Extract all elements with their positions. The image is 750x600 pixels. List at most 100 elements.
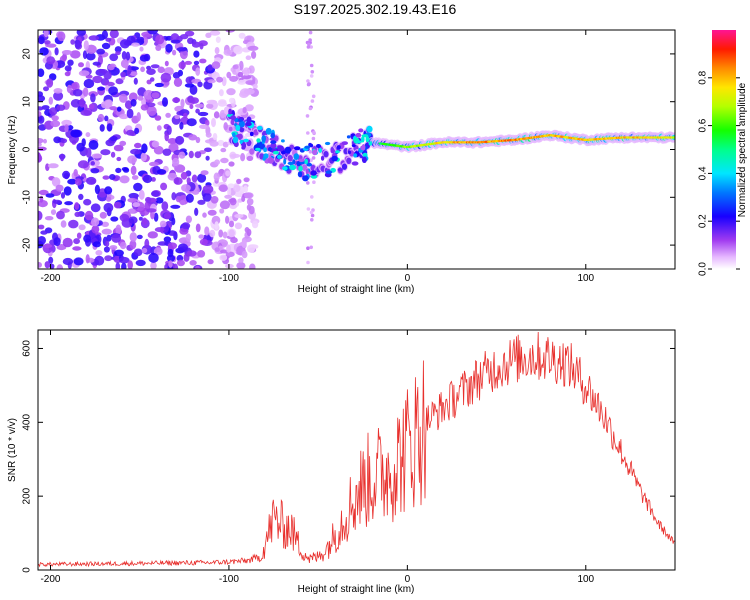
ridge-cell [297,171,303,178]
noise-cell [64,124,69,133]
spectrogram-xlabel: Height of straight line (km) [298,284,415,295]
noise-cell [119,140,127,147]
noise-cell [97,86,106,91]
noise-cell [309,245,314,250]
noise-cell [151,177,156,182]
noise-cell [103,246,110,253]
noise-cell [225,170,231,177]
noise-cell [245,80,256,86]
noise-cell [197,81,203,88]
noise-cell [180,171,188,180]
ridge-cell [368,141,373,146]
noise-cell [109,53,119,62]
noise-cell [193,50,200,58]
noise-cell [243,185,249,193]
ridge-cell [255,147,261,151]
noise-cell [171,217,176,226]
ridge-cell [316,144,321,148]
noise-cell [194,151,202,159]
noise-cell [162,148,172,156]
noise-cell [193,60,200,65]
ridge-cell [358,128,364,133]
noise-cell [172,72,181,79]
noise-cell [104,186,113,195]
noise-cell [166,254,176,262]
noise-cell [176,111,185,116]
colorbar-label: Normalized spectral amplitude [737,82,748,217]
ridge-cell [262,157,266,161]
noise-cell [92,75,103,84]
noise-cell [230,237,238,244]
noise-cell [70,99,81,108]
noise-cell [46,43,57,48]
noise-cell [105,196,112,202]
noise-cell [153,145,164,155]
noise-cell [173,77,183,87]
snr-series-line [38,331,675,568]
noise-cell [106,234,112,242]
noise-cell [247,45,259,51]
noise-cell [195,108,200,114]
noise-cell [155,34,165,45]
noise-cell [90,168,100,174]
noise-cell [130,148,141,155]
noise-cell [215,36,221,43]
ridge-cell [331,155,338,162]
noise-cell [88,103,95,110]
noise-cell [62,237,73,248]
noise-cell [195,67,201,76]
noise-cell [78,193,84,200]
noise-cell [38,142,42,147]
noise-cell [226,88,236,96]
noise-cell [139,46,144,52]
noise-cell [128,92,138,102]
noise-cell [116,156,122,162]
noise-cell [307,82,311,86]
noise-cell [86,52,96,61]
noise-cell [109,174,116,180]
colorbar-tick-label: 0.4 [698,166,709,180]
ridge-cell [310,170,317,176]
noise-cell [308,106,313,111]
noise-cell [172,49,177,56]
ridge-cell [270,140,277,144]
noise-cell [119,213,130,222]
noise-cell [91,225,100,234]
noise-cell [237,71,244,78]
ridge-cell [293,153,300,161]
noise-cell [133,248,143,257]
noise-cell [189,84,198,95]
noise-cell [85,147,92,158]
noise-cell [44,40,51,45]
noise-cell [183,112,188,119]
noise-cell [242,106,247,114]
ridge-cell [355,132,362,138]
ridge-cell [337,168,343,172]
noise-cell [131,175,139,180]
noise-cell [38,152,42,162]
noise-cell [109,30,119,39]
ridge-core [671,136,675,139]
noise-cell [137,95,144,101]
noise-cell [307,42,311,47]
noise-cell [140,66,146,73]
noise-cell [38,106,44,111]
noise-cell [44,216,54,221]
noise-cell [162,97,168,107]
noise-cell [312,130,316,135]
noise-cell [244,192,254,199]
noise-cell [101,228,113,235]
x-tick-label: -200 [40,273,60,284]
noise-cell [216,76,224,83]
noise-cell [61,119,72,126]
noise-cell [90,203,101,213]
noise-cell [176,259,185,267]
noise-cell [144,238,150,249]
noise-cell [109,106,118,111]
noise-cell [85,254,90,264]
noise-cell [133,77,138,85]
noise-cell [163,236,172,243]
noise-cell [126,129,135,136]
noise-cell [217,139,225,147]
noise-cell [160,72,172,83]
